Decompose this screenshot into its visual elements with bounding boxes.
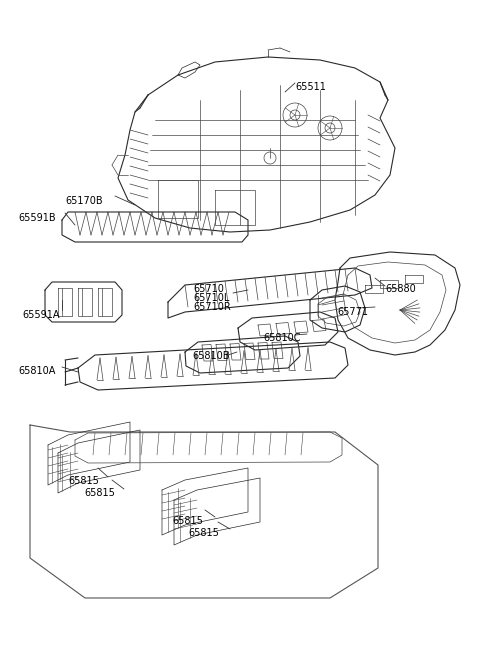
Text: 65771: 65771 — [337, 307, 368, 317]
Text: 65810C: 65810C — [263, 333, 300, 343]
Text: 65810A: 65810A — [18, 366, 55, 376]
Text: 65810B: 65810B — [192, 351, 229, 361]
Text: 65710: 65710 — [193, 284, 224, 294]
Text: 65815: 65815 — [172, 516, 203, 526]
Text: 65710R: 65710R — [193, 302, 231, 312]
Text: 65591B: 65591B — [18, 213, 56, 223]
Text: 65880: 65880 — [385, 284, 416, 294]
Text: 65815: 65815 — [188, 528, 219, 538]
Text: 65710L: 65710L — [193, 293, 229, 303]
Text: 65511: 65511 — [295, 82, 326, 92]
Text: 65170B: 65170B — [65, 196, 103, 206]
Text: 65591A: 65591A — [22, 310, 60, 320]
Text: 65815: 65815 — [84, 488, 115, 498]
Text: 65815: 65815 — [68, 476, 99, 486]
